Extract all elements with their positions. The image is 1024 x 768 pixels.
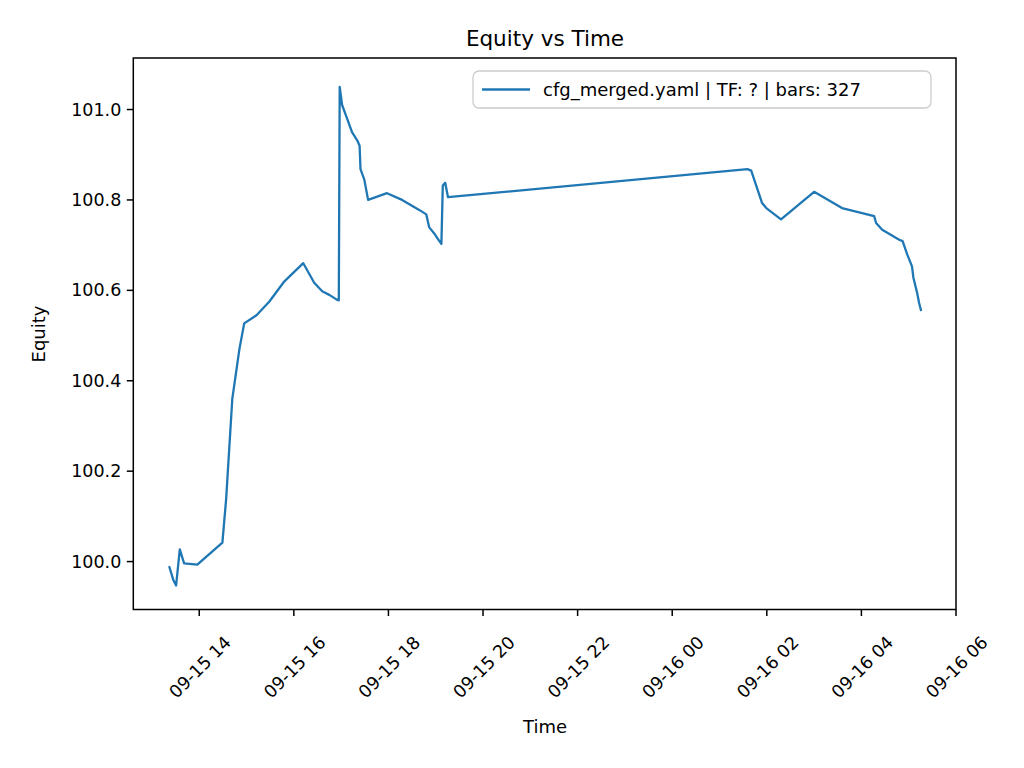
y-tick-label: 100.6 xyxy=(71,280,121,300)
x-tick-label: 09-15 22 xyxy=(544,632,614,702)
x-tick-label: 09-16 00 xyxy=(638,632,708,702)
x-tick-label: 09-15 14 xyxy=(165,632,235,702)
y-tick-label: 101.0 xyxy=(71,100,121,120)
x-tick-label: 09-15 18 xyxy=(354,632,424,702)
y-tick-label: 100.0 xyxy=(71,552,121,572)
y-tick-label: 100.2 xyxy=(71,461,121,481)
legend: cfg_merged.yaml | TF: ? | bars: 327 xyxy=(473,71,931,108)
equity-chart-figure: 09-15 14 09-15 16 09-15 18 09-15 20 09-15 22… xyxy=(0,0,1024,768)
x-tick-label: 09-15 20 xyxy=(449,632,519,702)
y-tick-label: 100.8 xyxy=(71,190,121,210)
x-tick-label: 09-15 16 xyxy=(260,632,330,702)
y-axis-label: Equity xyxy=(28,305,49,362)
chart-title: Equity vs Time xyxy=(466,26,624,51)
x-axis-label: Time xyxy=(522,716,567,737)
chart-canvas: 09-15 14 09-15 16 09-15 18 09-15 20 09-15 22… xyxy=(0,0,1024,768)
legend-label: cfg_merged.yaml | TF: ? | bars: 327 xyxy=(543,79,861,101)
y-tick-label: 100.4 xyxy=(71,371,121,391)
x-tick-label: 09-16 02 xyxy=(733,632,803,702)
x-tick-label: 09-16 06 xyxy=(922,632,992,702)
equity-line xyxy=(169,87,921,586)
plot-border xyxy=(133,58,956,610)
x-tick-label: 09-16 04 xyxy=(827,632,897,702)
